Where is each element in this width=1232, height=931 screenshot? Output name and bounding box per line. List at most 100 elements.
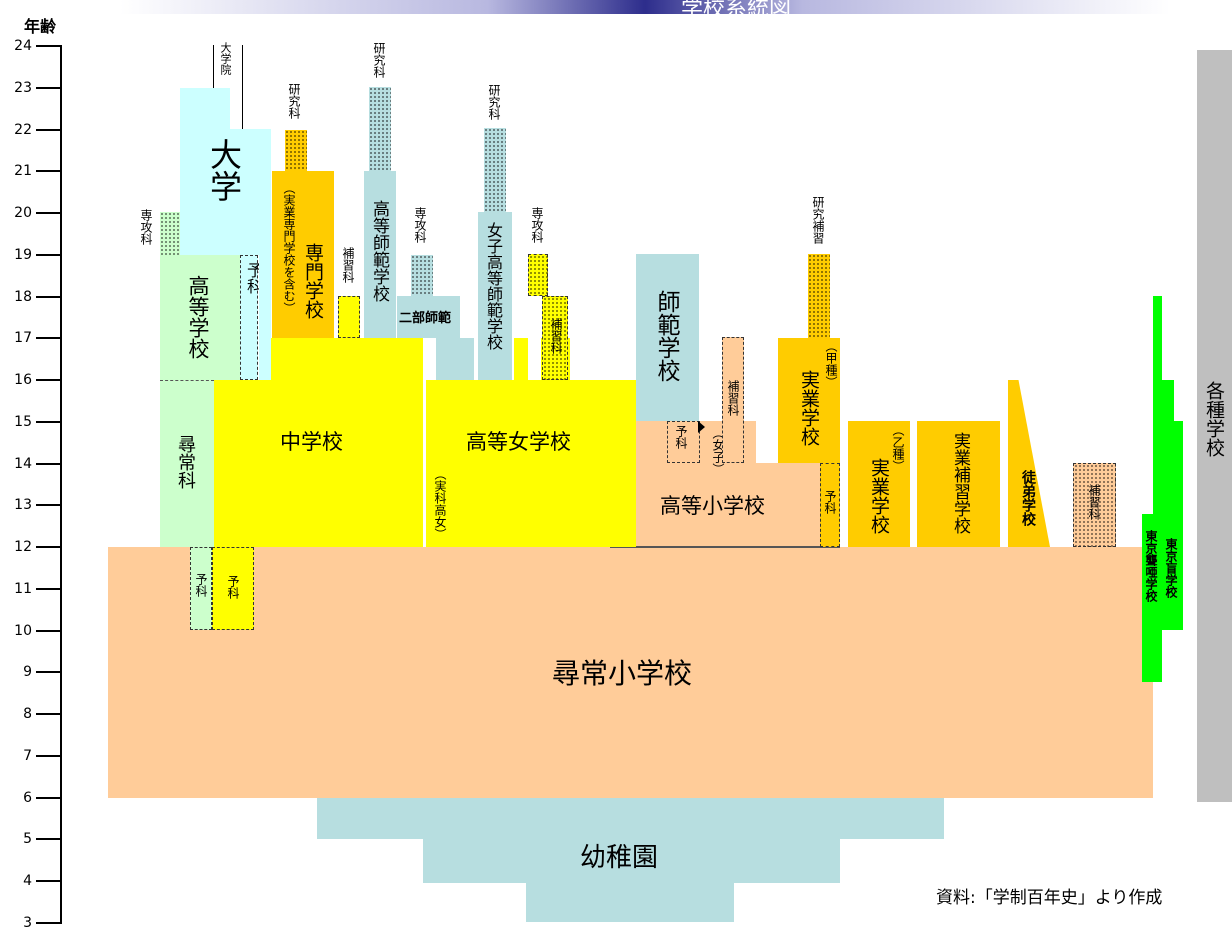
age-tick-mark <box>36 546 62 548</box>
kindergarten-tier-3 <box>526 883 734 922</box>
age-tick-label: 21 <box>14 163 32 180</box>
specialized-school-label: 専門学校 <box>302 243 324 319</box>
womens-normal-research-label: 研究科 <box>487 84 501 120</box>
second-normal-major-block <box>411 255 433 296</box>
elementary-school-block <box>108 547 1153 798</box>
high-school-label: 高等学校 <box>186 275 210 359</box>
age-tick-mark <box>36 170 62 173</box>
age-tick-label: 6 <box>23 789 32 806</box>
graduate-line-left <box>213 45 214 88</box>
blind-school-label: 東京盲学校 <box>1164 538 1178 598</box>
womens-higher-normal-label: 女子高等師範学校 <box>484 222 503 350</box>
age-tick-label: 17 <box>14 330 32 347</box>
deaf-school-upper <box>1153 296 1162 682</box>
vocational-b-label: 実業学校 <box>868 458 890 534</box>
jinjo-prep-label: 予科 <box>194 573 208 597</box>
specialized-research-block <box>285 130 307 171</box>
higher-normal-research-block <box>369 87 391 171</box>
higher-normal-block <box>364 171 396 338</box>
type-b-label: （乙種） <box>891 424 905 472</box>
kindergarten-tier-2 <box>423 839 840 883</box>
middle-prep-label: 予科 <box>226 575 240 599</box>
womens-higher-normal-block <box>478 212 512 380</box>
age-tick-label: 10 <box>14 622 32 639</box>
hs-supplementary-block <box>722 337 744 463</box>
vocational-a-label: 実業学校 <box>798 370 820 446</box>
elementary-school-label: 尋常小学校 <box>552 657 693 690</box>
age-tick-label: 14 <box>14 455 32 472</box>
higher-elementary-baseline <box>610 546 840 548</box>
diagram-title: 学校系統図 <box>680 0 791 22</box>
jissai-girls-label: （実科高女） <box>433 468 447 540</box>
age-tick-label: 4 <box>23 873 32 889</box>
middle-prep-block <box>212 547 254 630</box>
girls-high-major-label: 専攻科 <box>530 207 544 243</box>
age-tick-mark <box>36 86 62 89</box>
hs-supplementary-label: 補習科 <box>726 380 740 416</box>
deaf-school-label: 東京聾唖学校 <box>1144 530 1158 602</box>
higher-normal-label: 高等師範学校 <box>369 200 389 302</box>
age-tick-mark <box>36 212 62 214</box>
normal-school-block <box>636 254 699 421</box>
second-normal-major-label: 専攻科 <box>413 207 427 243</box>
age-tick-mark <box>36 420 62 423</box>
second-normal-block <box>397 296 460 338</box>
jinjo-prep-block <box>190 547 212 630</box>
age-tick-label: 24 <box>14 38 32 54</box>
age-tick-label: 16 <box>14 372 32 388</box>
higher-elementary-prep-block <box>667 421 700 463</box>
age-tick-label: 9 <box>23 664 32 681</box>
age-tick-mark <box>36 838 62 841</box>
age-axis-title: 年齢 <box>24 17 57 36</box>
graduate-line-right <box>242 45 243 129</box>
high-school-major-block <box>160 212 180 255</box>
high-school-major-label: 専攻科 <box>139 209 153 245</box>
middle-school-upper <box>259 338 423 380</box>
source-note: 資料:「学制百年史」より作成 <box>936 888 1163 908</box>
girls-high-supplementary-block <box>542 296 568 380</box>
university-prep-block <box>240 255 258 380</box>
womens-normal-research-block <box>484 128 506 212</box>
higher-elementary-prep-label: 予科 <box>674 425 688 449</box>
vocational-prep-block <box>820 463 840 547</box>
middle-supplementary-label: 補習科 <box>341 247 355 283</box>
normal-school-label: 師範学校 <box>653 290 679 382</box>
specialized-research-label: 研究科 <box>287 83 301 119</box>
age-tick-mark <box>36 462 62 465</box>
apprentice-school-label: 徒弟学校 <box>1020 470 1036 526</box>
age-tick-mark <box>36 629 62 632</box>
age-tick-mark <box>36 253 62 256</box>
higher-elementary-tier-1 <box>610 504 840 547</box>
specialized-school-upper <box>297 212 334 338</box>
university-upper-block <box>230 129 271 255</box>
blind-school-block <box>1162 380 1174 630</box>
university-label: 大学 <box>205 138 243 202</box>
age-tick-mark <box>36 796 62 799</box>
age-tick-label: 7 <box>23 747 32 764</box>
university-connector <box>259 255 271 380</box>
higher-normal-research-label: 研究科 <box>372 42 386 78</box>
middle-school-block <box>213 380 423 547</box>
age-tick-label: 15 <box>14 413 32 430</box>
kindergarten-tier-1 <box>317 797 944 839</box>
university-block <box>180 88 230 255</box>
deaf-school-block <box>1142 514 1154 682</box>
high-school-block <box>160 255 240 380</box>
girls-high-school-block <box>426 380 636 547</box>
age-tick-mark <box>36 671 62 674</box>
age-tick-label: 3 <box>23 914 32 931</box>
age-tick-label: 22 <box>14 121 32 138</box>
vocational-research-label: 研究補習 <box>811 196 825 244</box>
vocational-supplementary-block <box>917 421 1000 547</box>
age-tick-mark <box>36 128 62 131</box>
girls-high-upper-a <box>514 338 528 380</box>
higher-elementary-tier-2 <box>624 463 840 504</box>
age-tick-mark <box>36 379 62 381</box>
age-tick-label: 18 <box>14 288 32 305</box>
age-tick-label: 23 <box>14 79 32 96</box>
age-tick-label: 13 <box>14 497 32 514</box>
higher-elementary-label: 高等小学校 <box>660 494 765 518</box>
age-tick-label: 20 <box>14 205 32 221</box>
girls-label: （女子） <box>711 427 725 475</box>
